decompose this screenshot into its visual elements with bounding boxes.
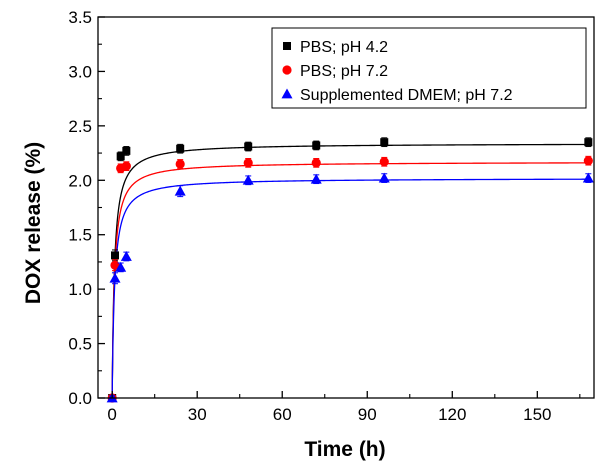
legend-frame <box>271 27 587 109</box>
data-point-square <box>111 251 120 260</box>
x-axis-title: Time (h) <box>304 438 385 461</box>
data-point-triangle <box>174 185 186 196</box>
y-axis-title: DOX release (%) <box>22 142 45 304</box>
data-point-circle <box>311 158 321 168</box>
data-point-square <box>244 142 253 151</box>
data-point-triangle <box>115 261 127 272</box>
data-point-triangle <box>120 250 132 261</box>
x-tick-label: 60 <box>273 405 292 424</box>
data-point-triangle <box>378 172 390 183</box>
y-tick-label: 1.0 <box>68 280 92 299</box>
data-point-circle <box>121 161 131 171</box>
data-point-circle <box>583 156 593 166</box>
data-point-square <box>176 144 185 153</box>
data-point-circle <box>282 65 292 75</box>
fit-curve <box>111 178 589 398</box>
data-point-triangle <box>281 88 293 99</box>
y-tick-label: 0.5 <box>68 335 92 354</box>
legend-label: Supplemented DMEM; pH 7.2 <box>300 87 513 104</box>
data-point-circle <box>110 260 120 270</box>
x-tick-label: 120 <box>438 405 466 424</box>
data-point-square <box>122 146 131 155</box>
data-point-square <box>584 138 593 147</box>
data-markers <box>106 137 594 403</box>
data-point-square <box>380 138 389 147</box>
data-point-triangle <box>310 173 322 184</box>
x-tick-label: 30 <box>188 405 207 424</box>
y-tick-label: 0.0 <box>68 389 92 408</box>
fit-curves <box>111 143 589 398</box>
y-tick-label: 3.0 <box>68 62 92 81</box>
data-point-triangle <box>582 172 594 183</box>
data-point-triangle <box>109 272 121 283</box>
legend: PBS; pH 4.2 PBS; pH 7.2 Supplemented DMEM;… <box>271 27 587 109</box>
y-tick-label: 3.5 <box>68 8 92 27</box>
data-point-square <box>312 141 321 150</box>
data-point-square <box>283 42 291 50</box>
x-tick-label: 90 <box>358 405 377 424</box>
data-point-circle <box>243 158 253 168</box>
y-tick-label: 2.5 <box>68 117 92 136</box>
legend-label: PBS; pH 4.2 <box>300 39 388 56</box>
fit-curve <box>111 143 589 398</box>
data-point-circle <box>175 159 185 169</box>
x-tick-label: 150 <box>523 405 551 424</box>
data-point-square <box>116 152 125 161</box>
data-point-circle <box>379 157 389 167</box>
data-point-triangle <box>242 174 254 185</box>
x-tick-label: 0 <box>107 405 116 424</box>
legend-label: PBS; pH 7.2 <box>300 63 388 80</box>
fit-curve <box>111 162 589 398</box>
axis-ticks: 0.0 0.5 1.0 1.5 2.0 2.5 3.0 3.5 0 30 60 90 120 150 <box>68 8 581 424</box>
y-tick-label: 2.0 <box>68 171 92 190</box>
y-tick-label: 1.5 <box>68 226 92 245</box>
